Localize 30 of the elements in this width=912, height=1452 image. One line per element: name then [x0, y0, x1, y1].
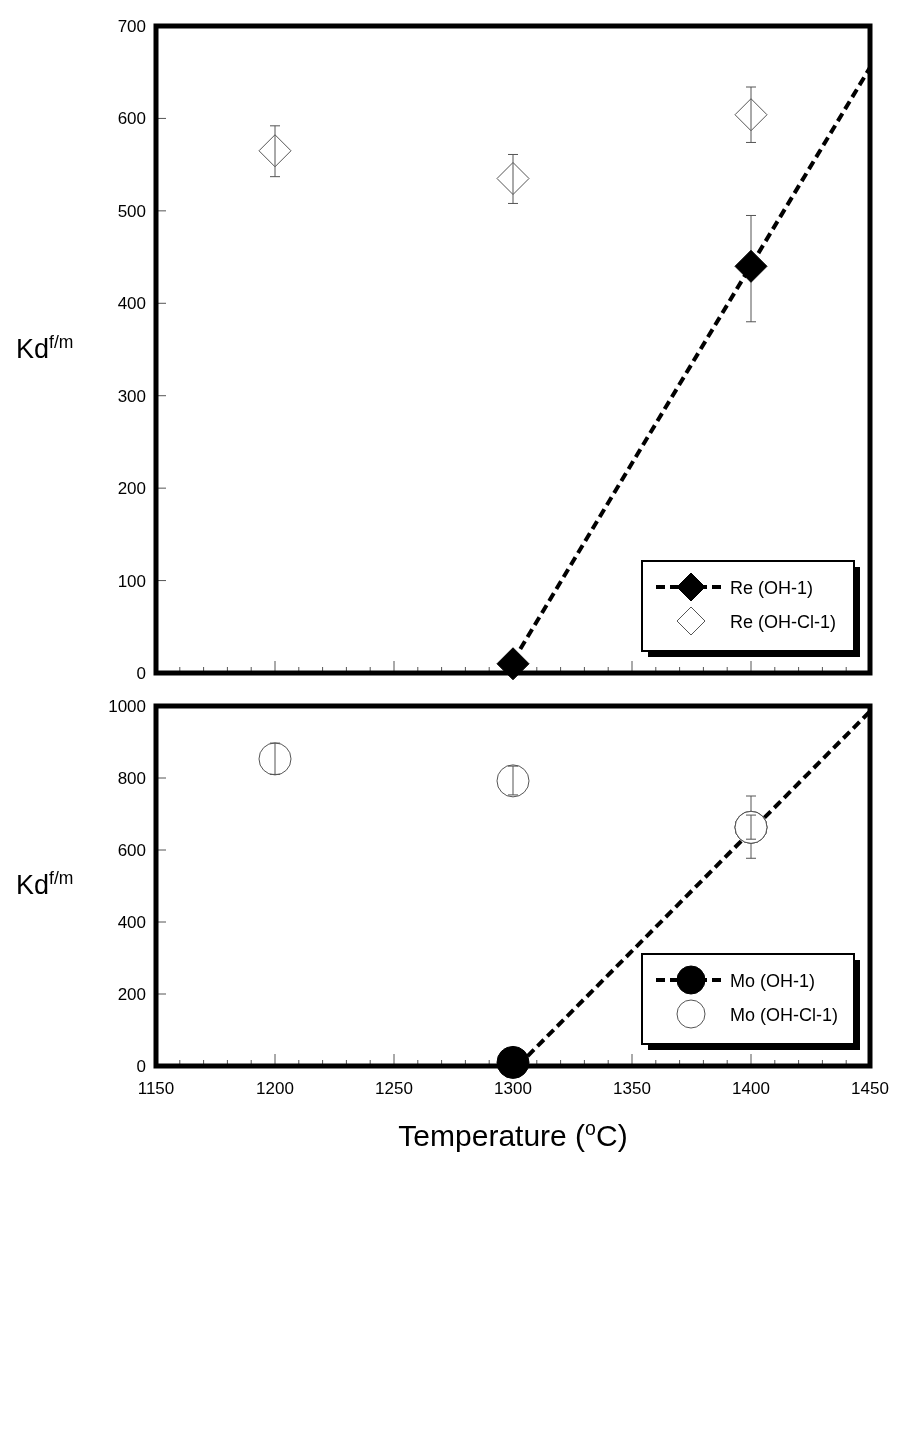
y-tick-label: 200	[117, 479, 146, 499]
x-tick-label: 1450	[851, 1079, 889, 1098]
x-tick-label: 1250	[375, 1079, 413, 1098]
y-tick-label: 800	[117, 769, 146, 788]
y-tick-label: 600	[117, 109, 146, 129]
x-tick-label: 1350	[613, 1079, 651, 1098]
legend-label: Mo (OH-Cl-1)	[730, 1005, 838, 1025]
y-tick-label: 100	[117, 571, 146, 591]
x-tick-label: 1300	[494, 1079, 532, 1098]
x-axis-title: Temperature ($^{o}$C)	[398, 1117, 628, 1152]
y-tick-label: 0	[136, 664, 146, 683]
y-axis-title: Kd$^{f/m}$	[16, 331, 74, 364]
x-tick-label: 1200	[256, 1079, 294, 1098]
x-tick-label: 1150	[137, 1079, 175, 1098]
y-tick-label: 1000	[108, 697, 146, 716]
point	[496, 647, 530, 681]
y-tick-label: 300	[117, 386, 146, 406]
legend-label: Mo (OH-1)	[730, 971, 815, 991]
point	[734, 249, 768, 283]
y-tick-label: 500	[117, 201, 146, 221]
x-tick-label: 1400	[732, 1079, 770, 1098]
y-tick-label: 400	[117, 294, 146, 314]
y-tick-label: 200	[117, 985, 146, 1004]
y-tick-label: 0	[136, 1057, 146, 1076]
y-tick-label: 400	[117, 913, 146, 932]
y-tick-label: 600	[117, 841, 146, 860]
y-axis-title: Kd$^{f/m}$	[16, 868, 74, 900]
legend-label: Re (OH-1)	[730, 578, 814, 598]
legend-label: Re (OH-Cl-1)	[730, 612, 836, 632]
y-tick-label: 700	[117, 17, 146, 36]
